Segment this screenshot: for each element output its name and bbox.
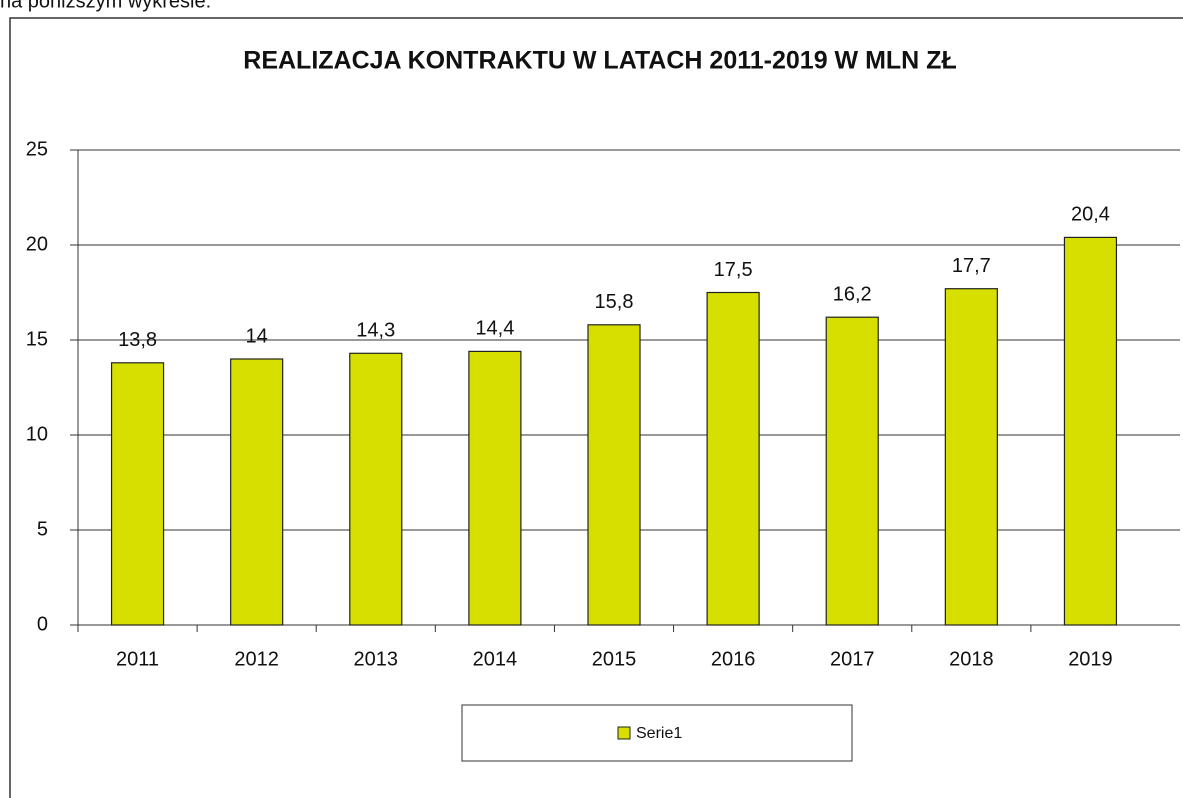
legend-label: Serie1 [636,725,682,742]
bar [944,288,998,626]
bar [587,324,641,626]
bar [1063,236,1118,626]
bar [468,350,522,626]
x-tick-label: 2012 [234,648,279,670]
x-tick-label: 2014 [473,648,518,670]
data-label: 14,3 [356,320,395,342]
y-tick-label: 5 [37,518,48,540]
data-label: 13,8 [118,329,157,351]
y-tick-label: 10 [26,423,48,445]
bar [110,362,165,626]
legend-swatch [617,726,631,740]
data-label: 17,5 [714,259,753,281]
y-tick-label: 0 [37,613,48,635]
chart-frame [9,17,1183,798]
x-tick-label: 2011 [116,648,159,670]
bar [349,352,403,626]
x-tick-label: 2018 [949,648,994,670]
data-label: 14,4 [475,318,514,340]
header-text: na poniższym wykresie: [0,0,211,12]
y-tick-label: 25 [26,138,48,160]
chart-title: REALIZACJA KONTRAKTU W LATACH 2011-2019 … [243,47,956,75]
legend-box [461,704,853,762]
x-tick-label: 2019 [1068,648,1113,670]
data-label: 17,7 [952,255,991,277]
data-label: 16,2 [833,283,872,305]
x-tick-label: 2017 [830,648,875,670]
x-tick-label: 2013 [354,648,399,670]
x-tick-label: 2015 [592,648,637,670]
data-label: 14 [246,325,268,347]
data-label: 20,4 [1071,204,1110,226]
x-tick-label: 2016 [711,648,756,670]
bar [825,316,879,626]
data-label: 15,8 [595,291,634,313]
y-tick-label: 15 [26,328,48,350]
y-tick-label: 20 [26,233,48,255]
bar [230,358,284,626]
bar [706,291,760,626]
